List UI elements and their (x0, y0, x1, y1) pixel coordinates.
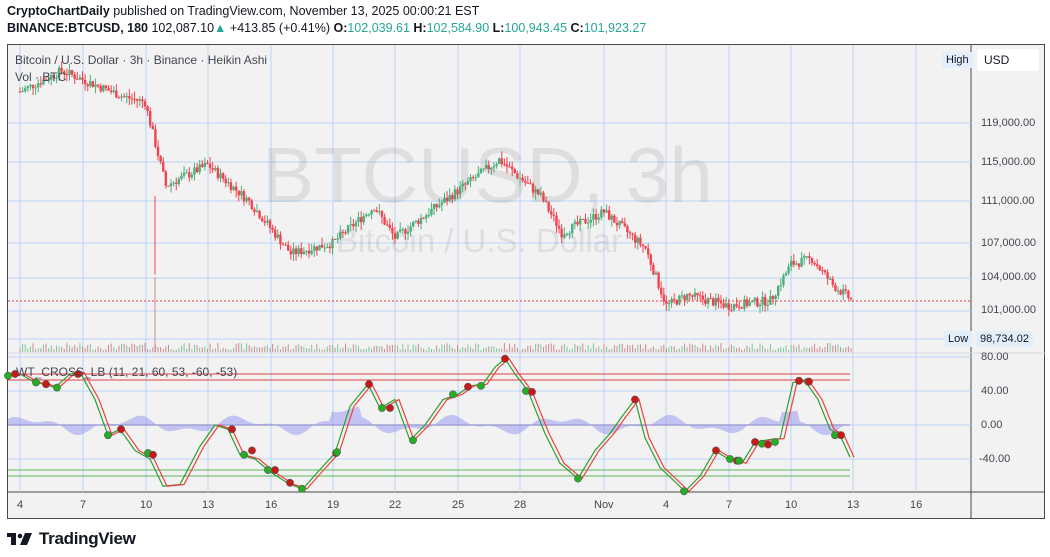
currency-button[interactable]: USD (977, 49, 1039, 71)
time-axis-label: 16 (910, 499, 923, 511)
price-axis-label: 101,000.00 (981, 304, 1037, 316)
up-arrow-icon: ▲ (214, 21, 227, 35)
volume-legend[interactable]: Vol · BTC (15, 70, 67, 84)
tradingview-logo-icon (7, 533, 32, 545)
indicator-axis-label: 0.00 (981, 419, 1003, 431)
time-axis-label: 7 (726, 499, 733, 511)
author-name[interactable]: CryptoChartDaily (7, 4, 110, 18)
high-label: H: (413, 21, 427, 35)
time-axis-label: 22 (389, 499, 402, 511)
low-label: L: (492, 21, 505, 35)
indicator-axis-label: -40.00 (979, 453, 1011, 465)
low-value: 100,943.45 (504, 21, 568, 35)
low-badge: Low (944, 331, 973, 347)
close-value: 101,923.27 (583, 21, 647, 35)
high-badge: High (942, 52, 973, 68)
low-value-label: 98,734.02 (976, 331, 1033, 347)
open-label: O: (333, 21, 348, 35)
price-axis-label: 107,000.00 (981, 237, 1037, 249)
indicator-axis-label: 40.00 (981, 385, 1009, 397)
indicator-axis-label: 80.00 (981, 351, 1009, 363)
time-axis-label: 16 (265, 499, 278, 511)
time-axis-label: 10 (785, 499, 798, 511)
time-axis-label: 4 (663, 499, 670, 511)
price-axis-label: 119,000.00 (981, 117, 1036, 129)
indicator-legend[interactable]: WT_CROSS_LB (11, 21, 60, 53, -60, -53) (16, 365, 238, 379)
time-axis-label: 4 (17, 499, 24, 511)
last-price: 102,087.10 (151, 21, 215, 35)
publish-info: CryptoChartDaily published on TradingVie… (7, 4, 479, 18)
symbol-label: BINANCE:BTCUSD, 180 (7, 21, 148, 35)
brand-name: TradingView (39, 529, 136, 548)
price-axis-label: 111,000.00 (981, 195, 1035, 207)
tradingview-logo[interactable]: TradingView (7, 529, 136, 549)
time-axis-label: 13 (202, 499, 215, 511)
price-change: +413.85 (+0.41%) (229, 21, 330, 35)
close-label: C: (570, 21, 584, 35)
time-axis-label: 13 (847, 499, 860, 511)
time-axis-label: 28 (514, 499, 527, 511)
publish-text: published on TradingView.com, November 1… (113, 4, 480, 18)
time-axis-label: 10 (140, 499, 153, 511)
symbol-info: BINANCE:BTCUSD, 180 102,087.10▲ +413.85 … (7, 21, 646, 35)
time-axis-label: Nov (594, 499, 614, 511)
high-value: 102,584.90 (426, 21, 490, 35)
time-axis-label: 25 (452, 499, 465, 511)
open-value: 102,039.61 (347, 21, 410, 35)
main-series-legend[interactable]: Bitcoin / U.S. Dollar · 3h · Binance · H… (15, 53, 268, 67)
time-axis-label: 19 (327, 499, 340, 511)
price-axis-label: 104,000.00 (981, 271, 1037, 283)
price-axis-label: 115,000.00 (981, 156, 1036, 168)
time-axis-label: 7 (80, 499, 87, 511)
